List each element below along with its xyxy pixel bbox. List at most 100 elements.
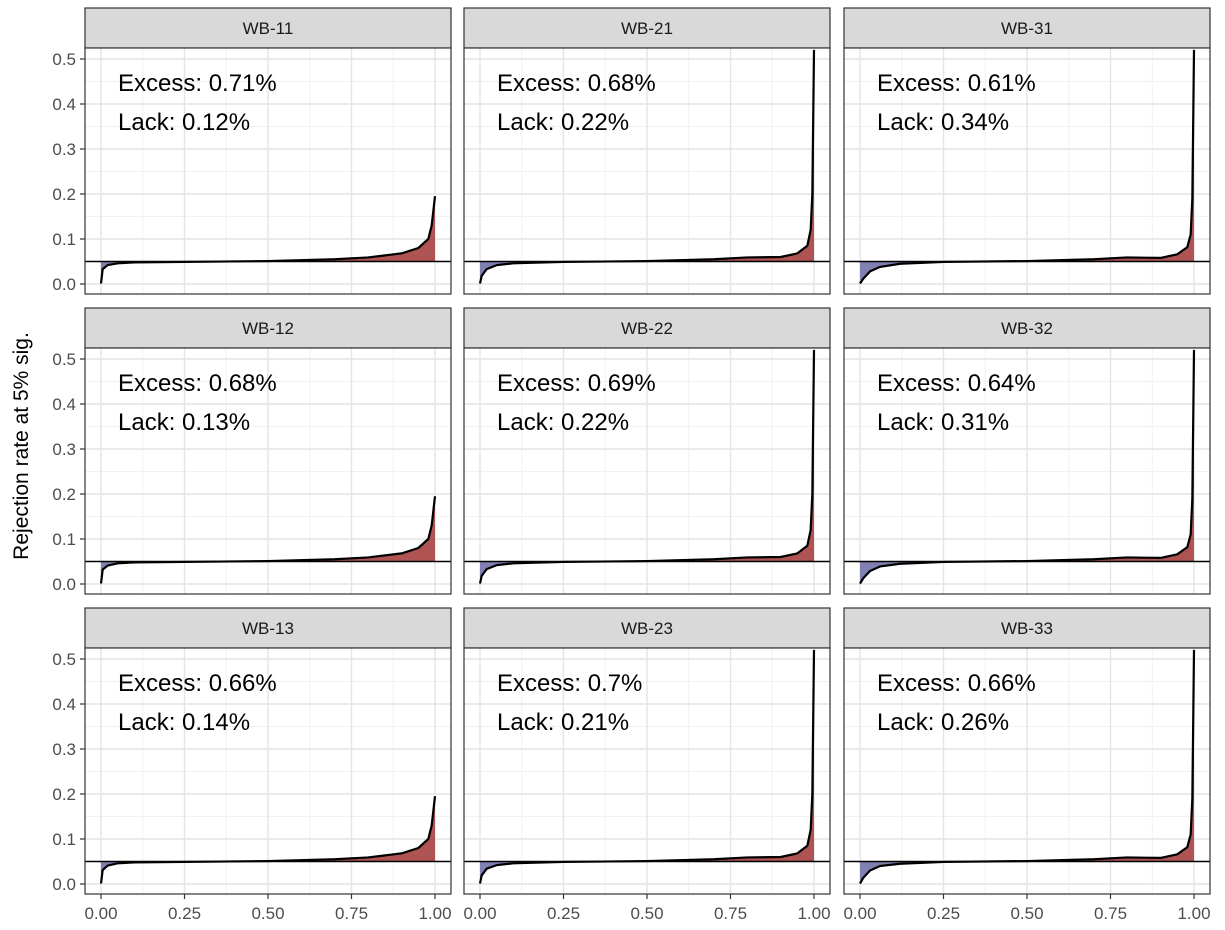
y-tick-label: 0.4 (52, 95, 76, 114)
y-tick-label: 0.1 (52, 830, 76, 849)
excess-annotation: Excess: 0.68% (497, 70, 656, 97)
facet-panel: WB-13 Excess: 0.66% Lack: 0.14% 0.0 0.1 0.2 0.… (52, 607, 452, 923)
y-tick-label: 0.3 (52, 140, 76, 159)
facet-panel: WB-22 Excess: 0.69% Lack: 0.22% (463, 307, 831, 595)
facet-panel: WB-23 Excess: 0.7% Lack: 0.21% 0.00 0.25 0.50… (463, 607, 831, 923)
x-tick-label: 0.00 (463, 904, 496, 923)
lack-area (101, 861, 185, 884)
quantile-curve (99, 496, 437, 584)
panel-border (84, 47, 452, 295)
x-tick-label: 0.75 (1094, 904, 1127, 923)
excess-annotation: Excess: 0.71% (118, 70, 277, 97)
panel-border (843, 47, 1211, 295)
lack-annotation: Lack: 0.14% (118, 709, 250, 736)
excess-area (268, 796, 435, 862)
excess-annotation: Excess: 0.66% (877, 670, 1036, 697)
quantile-curve (99, 796, 437, 884)
lack-annotation: Lack: 0.31% (877, 409, 1009, 436)
facet-title: WB-21 (621, 19, 673, 38)
panel-border (463, 347, 831, 595)
lack-annotation: Lack: 0.12% (118, 109, 250, 136)
x-tick-label: 1.00 (418, 904, 451, 923)
facet-panel: WB-11 Excess: 0.71% Lack: 0.12% 0.0 0.1 0.2 0.… (52, 7, 452, 295)
lack-annotation: Lack: 0.22% (497, 109, 629, 136)
quantile-curve (478, 649, 816, 884)
lack-annotation: Lack: 0.26% (877, 709, 1009, 736)
excess-annotation: Excess: 0.7% (497, 670, 642, 697)
lack-annotation: Lack: 0.34% (877, 109, 1009, 136)
facet-panel: WB-12 Excess: 0.68% Lack: 0.13% 0.0 0.1 0.2 0.… (52, 307, 452, 595)
y-tick-label: 0.0 (52, 575, 76, 594)
lack-annotation: Lack: 0.13% (118, 409, 250, 436)
y-tick-label: 0.5 (52, 650, 76, 669)
y-tick-label: 0.4 (52, 395, 76, 414)
facet-title: WB-31 (1001, 19, 1053, 38)
facet-title: WB-13 (242, 619, 294, 638)
quantile-curve (478, 49, 816, 284)
lack-area (480, 561, 564, 584)
facet-strip (843, 307, 1211, 349)
facet-title: WB-12 (242, 319, 294, 338)
quantile-curve (859, 49, 1196, 285)
y-tick-label: 0.2 (52, 185, 76, 204)
lack-area (480, 861, 564, 884)
facet-strip (843, 607, 1211, 649)
y-tick-label: 0.3 (52, 440, 76, 459)
y-tick-label: 0.1 (52, 230, 76, 249)
x-tick-label: 1.00 (797, 904, 830, 923)
facet-title: WB-33 (1001, 619, 1053, 638)
y-tick-label: 0.2 (52, 785, 76, 804)
facet-title: WB-32 (1001, 319, 1053, 338)
y-tick-label: 0.5 (52, 50, 76, 69)
y-tick-label: 0.4 (52, 695, 76, 714)
panel-border (843, 347, 1211, 595)
excess-annotation: Excess: 0.64% (877, 370, 1036, 397)
y-tick-label: 0.2 (52, 485, 76, 504)
excess-area (268, 196, 435, 262)
quantile-curve (478, 349, 816, 584)
excess-annotation: Excess: 0.68% (118, 370, 277, 397)
y-tick-label: 0.0 (52, 275, 76, 294)
facet-panel: WB-21 Excess: 0.68% Lack: 0.22% (463, 7, 831, 295)
facet-panel: WB-33 Excess: 0.66% Lack: 0.26% 0.00 0.25 0.5… (843, 607, 1211, 923)
y-tick-label: 0.5 (52, 350, 76, 369)
x-tick-label: 0.25 (547, 904, 580, 923)
lack-area (101, 561, 185, 584)
facet-title: WB-22 (621, 319, 673, 338)
x-tick-label: 0.75 (335, 904, 368, 923)
y-tick-label: 0.1 (52, 530, 76, 549)
lack-annotation: Lack: 0.22% (497, 409, 629, 436)
excess-area (268, 496, 435, 562)
excess-annotation: Excess: 0.69% (497, 370, 656, 397)
lack-area (860, 561, 944, 584)
x-tick-label: 0.75 (714, 904, 747, 923)
lack-area (480, 261, 564, 284)
lack-annotation: Lack: 0.21% (497, 709, 629, 736)
y-axis-label: Rejection rate at 5% sig. (10, 332, 33, 560)
lack-area (860, 861, 944, 884)
quantile-curve (99, 196, 437, 284)
y-tick-label: 0.0 (52, 875, 76, 894)
lack-area (860, 261, 944, 284)
x-tick-label: 0.25 (927, 904, 960, 923)
panel-border (463, 47, 831, 295)
facet-title: WB-23 (621, 619, 673, 638)
facet-strip (84, 607, 452, 649)
facet-title: WB-11 (243, 19, 294, 38)
excess-annotation: Excess: 0.66% (118, 670, 277, 697)
excess-annotation: Excess: 0.61% (877, 70, 1036, 97)
x-tick-label: 1.00 (1177, 904, 1210, 923)
y-tick-label: 0.3 (52, 740, 76, 759)
x-tick-label: 0.50 (630, 904, 663, 923)
x-tick-label: 0.50 (1010, 904, 1043, 923)
quantile-curve (859, 349, 1196, 585)
facet-strip (84, 307, 452, 349)
facet-strip (84, 7, 452, 49)
x-tick-label: 0.50 (251, 904, 284, 923)
facet-strip (463, 7, 831, 49)
panel-border (84, 347, 452, 595)
facet-panel: WB-32 Excess: 0.64% Lack: 0.31% (843, 307, 1211, 595)
facet-strip (463, 607, 831, 649)
x-tick-label: 0.25 (168, 904, 201, 923)
